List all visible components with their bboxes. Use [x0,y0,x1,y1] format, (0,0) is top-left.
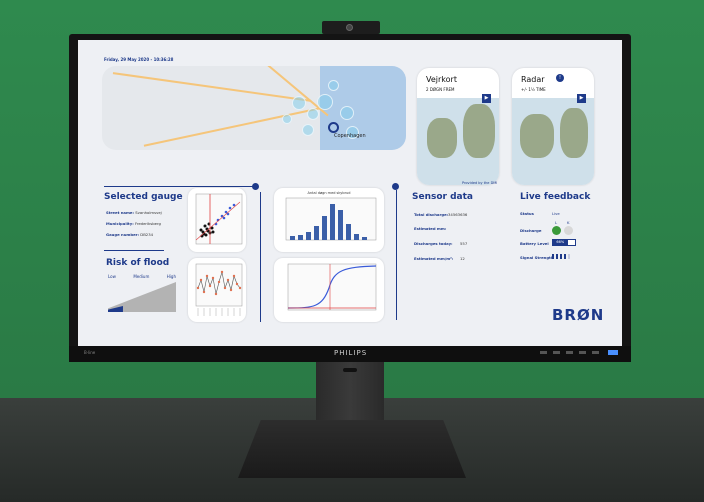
signal-label: Signal Strength [520,255,554,260]
gauge-marker[interactable] [307,108,319,120]
power-led [608,350,618,355]
column-l-label: L [555,220,558,225]
divider-vertical [260,192,261,322]
weather-card-title: Radar [521,75,545,84]
divider [104,250,164,251]
sensor-estimated-mm-m2-value: 12 [460,256,465,261]
selected-gauge-pin[interactable] [328,122,339,133]
sensor-title: Sensor data [412,192,473,202]
battery-fill: 66% [553,240,568,245]
signal-bar [556,254,558,259]
weather-card-title: Vejrkort [426,75,457,84]
discharge-indicator-on [552,226,561,235]
land-shape [463,104,495,158]
column-k-label: K [567,220,570,225]
land-shape [560,108,588,158]
curve-chart-card[interactable] [274,258,384,322]
municipality-field: Municipality: Frederiksberg [106,221,161,226]
signal-bar [564,254,566,259]
sensor-total-discharge-label: Total discharge: [414,212,449,217]
street-field: Street name: Svanholmsvej [106,210,162,215]
play-icon[interactable]: ▶ [577,94,586,103]
battery-label: Battery Level [520,241,549,246]
gauge-marker[interactable] [346,126,359,139]
scatter-chart-card[interactable] [188,188,246,252]
monitor-chin [69,346,631,362]
webcam [322,21,380,34]
histogram-title: Antal døgn med skybrud [307,191,351,195]
bron-logo: BRØN [552,306,605,324]
divider-dot [392,183,399,190]
status-value: Live [552,211,560,216]
risk-medium: Medium [133,274,150,279]
monitor-buttons[interactable] [540,351,599,354]
gauge-marker[interactable] [328,80,339,91]
sensor-discharges-today-label: Discharges today: [414,241,453,246]
gauge-marker[interactable] [292,96,306,110]
gauge-marker[interactable] [282,114,292,124]
play-icon[interactable]: ▶ [482,94,491,103]
risk-title: Risk of flood [106,258,170,268]
provided-by: Provided by the DMI [462,181,498,185]
sensor-total-discharge-value: 34563636 [448,212,468,217]
gauge-marker[interactable] [302,124,314,136]
gauge-marker[interactable] [340,106,354,120]
municipality-value: Frederiksberg [134,221,161,226]
monitor-model: B·line [84,350,96,355]
weather-card-vejrkort[interactable]: Vejrkort 2 DØGN FREM ▶ [417,68,499,185]
gauge-number-value: DB234 [140,232,154,237]
signal-bar [568,254,570,259]
gauge-number-field: Gauge number: DB234 [106,232,154,237]
live-feedback-title: Live feedback [520,192,591,202]
gauge-map[interactable]: Copenhagen [102,66,406,150]
selected-gauge-title: Selected gauge [104,192,183,202]
weather-card-radar[interactable]: Radar ! +/- 1½ TIME ▶ [512,68,594,185]
webcam-lens [346,24,353,31]
curve-chart [287,263,377,311]
radar-map [512,98,594,185]
risk-low: Low [108,274,116,279]
risk-gauge-fill [108,306,123,312]
signal-bar [552,254,554,259]
timeseries-chart [195,263,243,316]
monitor-brand: PHILIPS [334,349,368,357]
discharge-indicator-off [564,226,573,235]
cable-slot [343,368,357,372]
signal-strength-bars [552,254,570,259]
map-road [143,107,321,147]
monitor-stand-neck [316,362,384,424]
risk-high: High [166,274,176,279]
timeseries-chart-card[interactable] [188,258,246,322]
sensor-discharges-today-value: 557 [460,241,468,246]
weather-card-subtitle: 2 DØGN FREM [426,87,455,92]
scatter-chart [195,193,243,245]
signal-bar [560,254,562,259]
map-city-label: Copenhagen [334,133,366,139]
battery-indicator: 66% [552,239,576,246]
weather-map [417,98,499,185]
land-shape [427,118,457,158]
gauge-marker[interactable] [317,94,333,110]
monitor-stand-base [238,420,466,478]
status-label: Status [520,211,534,216]
divider-dot [252,183,259,190]
histogram-card[interactable]: Antal døgn med skybrud [274,188,384,252]
info-icon[interactable]: ! [556,74,564,82]
discharge-label: Discharge [520,228,542,233]
divider [104,186,254,187]
divider-vertical [396,190,397,320]
land-shape [520,114,554,158]
date-time: Friday, 29 May 2020 - 10:36:28 [104,57,174,62]
street-value: Svanholmsvej [135,210,162,215]
weather-card-subtitle: +/- 1½ TIME [521,87,546,92]
histogram-chart [285,197,377,241]
sensor-estimated-mm-m2-label: Estimated mm/m²: [414,256,454,261]
risk-levels: Low Medium High [108,274,176,279]
dashboard-screen: Friday, 29 May 2020 - 10:36:28 Copenhage… [78,40,622,346]
sensor-estimated-mm-label: Estimated mm: [414,226,447,231]
